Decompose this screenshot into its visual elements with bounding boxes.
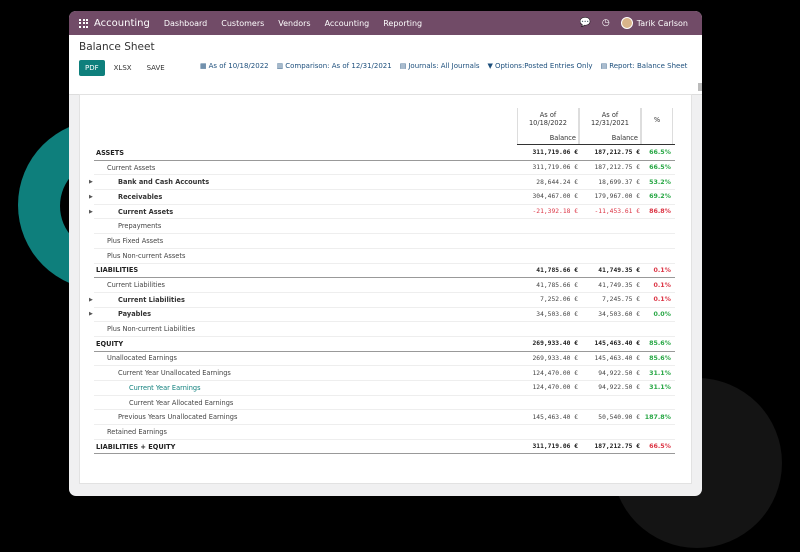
subheader-balance-1: Balance [517,132,579,144]
nav-accounting[interactable]: Accounting [324,18,370,28]
expand-caret-icon: ▶ [89,311,93,318]
expand-caret-icon: ▶ [89,193,93,200]
app-window: Accounting Dashboard Customers Vendors A… [69,11,702,496]
table-row[interactable]: Prepayments [94,219,675,235]
table-row[interactable]: Current Liabilities 41,785.66 €41,749.35 … [94,278,675,293]
table-row[interactable]: EQUITY 269,933.40 €145,463.40 €85.6% [94,337,675,352]
table-row[interactable]: Current Year Allocated Earnings [94,396,675,411]
nav-dashboard[interactable]: Dashboard [163,18,208,28]
chart-icon: ▥ [276,62,284,70]
table-row[interactable]: Current Assets 311,719.06 €187,212.75 €66… [94,161,675,176]
calendar-icon: ▦ [200,62,207,70]
app-brand[interactable]: Accounting [94,17,150,29]
table-row[interactable]: Retained Earnings [94,425,675,440]
sub-headers: Balance Balance [517,132,675,145]
control-panel: Balance Sheet PDF XLSX SAVE [69,35,702,95]
top-navbar: Accounting Dashboard Customers Vendors A… [69,11,702,35]
table-row[interactable]: Plus Non-current Assets [94,249,675,264]
table-row[interactable]: ▶ Current Liabilities 7,252.06 €7,245.75 €… [89,293,675,308]
user-name[interactable]: Tarik Carlson [636,18,688,28]
apps-menu-icon[interactable] [79,18,88,28]
subheader-balance-2: Balance [579,132,641,144]
xlsx-button[interactable]: XLSX [113,64,132,72]
header-col-current: As of 10/18/2022 [517,108,579,132]
filter-options[interactable]: ▼ Options:Posted Entries Only [487,62,593,70]
page-title: Balance Sheet [79,41,155,53]
header-col-comparison: As of 12/31/2021 [579,108,641,132]
chat-icon[interactable]: 💬 [579,18,591,28]
table-row[interactable]: Current Year Earnings 124,470.00 €94,922.… [94,381,675,396]
table-row[interactable]: Unallocated Earnings 269,933.40 €145,463.… [94,352,675,367]
balance-sheet-report: As of 10/18/2022 As of 12/31/2021 % Balanc… [79,94,692,484]
table-row[interactable]: ▶ Receivables 304,467.00 €179,967.00 €69.2… [89,190,675,205]
nav-vendors[interactable]: Vendors [278,18,311,28]
table-row[interactable]: Plus Non-current Liabilities [94,322,675,337]
funnel-icon: ▼ [487,62,493,70]
table-row[interactable]: LIABILITIES + EQUITY 311,719.06 €187,212.… [94,440,675,455]
subheader-pct [641,132,673,144]
table-row[interactable]: Current Year Unallocated Earnings 124,470… [94,366,675,381]
save-button[interactable]: SAVE [146,64,165,72]
table-row[interactable]: ▶ Payables 34,503.60 €34,503.60 €0.0% [89,308,675,323]
column-headers: As of 10/18/2022 As of 12/31/2021 % [517,108,673,132]
report-rows: ASSETS 311,719.06 €187,212.75 €66.5% Curr… [89,146,675,455]
table-row[interactable]: LIABILITIES 41,785.66 €41,749.35 €0.1% [94,264,675,279]
pdf-button[interactable]: PDF [79,60,105,76]
filter-date[interactable]: ▦ As of 10/18/2022 [200,62,269,70]
nav-right: 💬 ◷ Tarik Carlson [580,17,702,29]
report-filters: ▦ As of 10/18/2022 ▥ Comparison: As of 12/… [200,62,695,70]
nav-reporting[interactable]: Reporting [383,18,423,28]
expand-caret-icon: ▶ [89,179,93,186]
table-row[interactable]: ▶ Current Assets -21,392.18 € -11,453.61 €8… [89,205,675,220]
clock-icon[interactable]: ◷ [601,18,610,28]
table-row[interactable]: ASSETS 311,719.06 €187,212.75 €66.5% [94,146,675,161]
table-row[interactable]: Previous Years Unallocated Earnings 145,4… [94,410,675,426]
expand-caret-icon: ▶ [89,208,93,215]
book-icon: ▤ [600,62,608,70]
filter-journals[interactable]: ▤ Journals: All Journals [399,62,480,70]
book-icon: ▤ [399,62,407,70]
expand-caret-icon: ▶ [89,296,93,303]
table-row[interactable]: ▶ Bank and Cash Accounts 28,644.24 €18,699… [89,175,675,191]
action-buttons: PDF XLSX SAVE [79,60,692,76]
filter-comparison[interactable]: ▥ Comparison: As of 12/31/2021 [276,62,392,70]
avatar[interactable] [620,17,633,29]
scrollbar[interactable] [698,83,702,91]
header-col-percent: % [641,108,673,132]
table-row[interactable]: Plus Fixed Assets [94,234,675,249]
nav-customers[interactable]: Customers [221,18,265,28]
filter-report[interactable]: ▤ Report: Balance Sheet [600,62,688,70]
